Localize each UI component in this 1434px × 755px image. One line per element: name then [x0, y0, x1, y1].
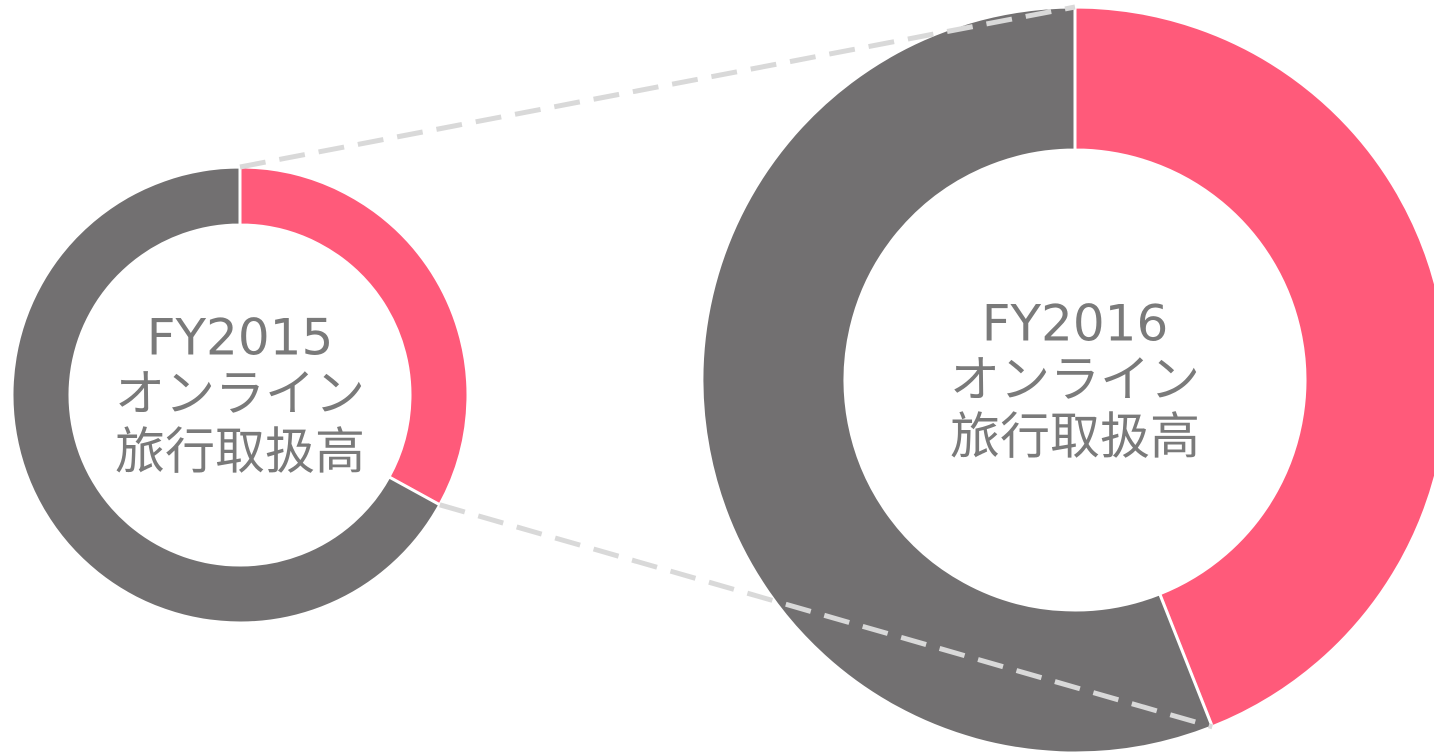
donut-segment	[10, 165, 442, 625]
connector	[239, 4, 1076, 170]
donut-segment	[238, 165, 470, 507]
center-label: FY2016	[982, 295, 1169, 353]
center-label: オンライン	[950, 351, 1200, 409]
center-label: オンライン	[115, 365, 365, 423]
donut-segment	[700, 5, 1215, 755]
connector	[439, 502, 1214, 730]
center-label: 旅行取扱高	[950, 408, 1200, 466]
center-label: FY2015	[147, 309, 334, 367]
donut-segment	[1073, 5, 1434, 729]
center-label: 旅行取扱高	[115, 423, 365, 481]
